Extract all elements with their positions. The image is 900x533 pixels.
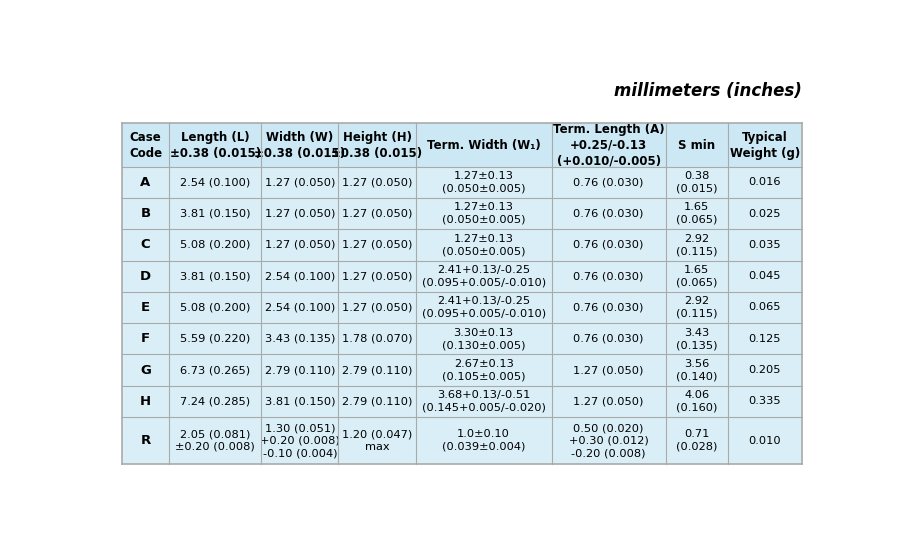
- Bar: [552, 124, 666, 166]
- Bar: [122, 197, 802, 199]
- Bar: [416, 386, 552, 417]
- Bar: [122, 198, 169, 229]
- Bar: [261, 229, 338, 261]
- Bar: [122, 322, 802, 324]
- Text: 1.27 (0.050): 1.27 (0.050): [265, 208, 335, 219]
- Bar: [169, 124, 261, 166]
- Bar: [261, 124, 338, 166]
- Text: 2.79 (0.110): 2.79 (0.110): [342, 397, 412, 407]
- Text: 1.27 (0.050): 1.27 (0.050): [573, 397, 643, 407]
- Bar: [416, 323, 552, 354]
- Bar: [728, 417, 802, 464]
- Bar: [261, 292, 338, 323]
- Bar: [728, 354, 802, 386]
- Text: 1.30 (0.051)
+0.20 (0.008)
-0.10 (0.004): 1.30 (0.051) +0.20 (0.008) -0.10 (0.004): [260, 423, 339, 458]
- Text: 0.76 (0.030): 0.76 (0.030): [573, 177, 643, 187]
- Bar: [666, 417, 728, 464]
- Bar: [666, 261, 728, 292]
- Bar: [260, 124, 262, 464]
- Text: R: R: [140, 434, 150, 447]
- Text: 2.54 (0.100): 2.54 (0.100): [265, 303, 335, 312]
- Text: 2.05 (0.081)
±0.20 (0.008): 2.05 (0.081) ±0.20 (0.008): [176, 430, 256, 452]
- Text: 2.67±0.13
(0.105±0.005): 2.67±0.13 (0.105±0.005): [442, 359, 526, 381]
- Text: 7.24 (0.285): 7.24 (0.285): [180, 397, 250, 407]
- Bar: [552, 292, 666, 323]
- Text: 0.71
(0.028): 0.71 (0.028): [676, 430, 717, 452]
- Bar: [552, 323, 666, 354]
- Text: 3.81 (0.150): 3.81 (0.150): [265, 397, 335, 407]
- Bar: [416, 292, 552, 323]
- Text: 0.025: 0.025: [749, 208, 781, 219]
- Text: 6.73 (0.265): 6.73 (0.265): [180, 365, 250, 375]
- Text: A: A: [140, 176, 150, 189]
- Text: 1.27 (0.050): 1.27 (0.050): [265, 177, 335, 187]
- Text: Typical
Weight (g): Typical Weight (g): [730, 131, 800, 159]
- Bar: [666, 292, 728, 323]
- Bar: [416, 354, 552, 386]
- Bar: [122, 124, 169, 166]
- Bar: [122, 323, 169, 354]
- Bar: [728, 229, 802, 261]
- Bar: [168, 124, 170, 464]
- Text: B: B: [140, 207, 150, 220]
- Bar: [122, 354, 169, 386]
- Text: 4.06
(0.160): 4.06 (0.160): [676, 390, 717, 413]
- Bar: [338, 417, 416, 464]
- Text: 5.08 (0.200): 5.08 (0.200): [180, 240, 250, 250]
- Text: 2.92
(0.115): 2.92 (0.115): [676, 296, 717, 319]
- Bar: [261, 323, 338, 354]
- Text: 0.50 (0.020)
+0.30 (0.012)
-0.20 (0.008): 0.50 (0.020) +0.30 (0.012) -0.20 (0.008): [569, 423, 649, 458]
- Bar: [338, 124, 339, 464]
- Bar: [728, 386, 802, 417]
- Bar: [169, 354, 261, 386]
- Bar: [122, 416, 802, 418]
- Text: 3.30±0.13
(0.130±0.005): 3.30±0.13 (0.130±0.005): [442, 328, 526, 350]
- Bar: [122, 229, 169, 261]
- Bar: [416, 229, 552, 261]
- Bar: [552, 386, 666, 417]
- Text: Term. Width (W₁): Term. Width (W₁): [427, 139, 541, 151]
- Text: 1.65
(0.065): 1.65 (0.065): [676, 203, 717, 225]
- Text: 0.76 (0.030): 0.76 (0.030): [573, 334, 643, 344]
- Text: Length (L)
±0.38 (0.015): Length (L) ±0.38 (0.015): [170, 131, 261, 159]
- Bar: [169, 292, 261, 323]
- Text: Height (H)
±0.38 (0.015): Height (H) ±0.38 (0.015): [331, 131, 423, 159]
- Text: 2.54 (0.100): 2.54 (0.100): [265, 271, 335, 281]
- Bar: [122, 354, 802, 356]
- Bar: [728, 166, 802, 198]
- Text: 0.205: 0.205: [749, 365, 781, 375]
- Text: 3.81 (0.150): 3.81 (0.150): [180, 271, 250, 281]
- Bar: [552, 198, 666, 229]
- Text: H: H: [140, 395, 151, 408]
- Text: 0.035: 0.035: [749, 240, 781, 250]
- Bar: [666, 166, 728, 198]
- Text: 1.27 (0.050): 1.27 (0.050): [342, 208, 412, 219]
- Text: 0.045: 0.045: [749, 271, 781, 281]
- Bar: [552, 166, 666, 198]
- Bar: [416, 417, 552, 464]
- Bar: [552, 229, 666, 261]
- Text: 1.27±0.13
(0.050±0.005): 1.27±0.13 (0.050±0.005): [442, 233, 526, 256]
- Bar: [338, 261, 416, 292]
- Text: 1.27 (0.050): 1.27 (0.050): [573, 365, 643, 375]
- Bar: [261, 198, 338, 229]
- Bar: [552, 354, 666, 386]
- Text: F: F: [141, 332, 150, 345]
- Text: 0.38
(0.015): 0.38 (0.015): [676, 171, 717, 193]
- Text: millimeters (inches): millimeters (inches): [614, 82, 802, 100]
- Text: 0.76 (0.030): 0.76 (0.030): [573, 208, 643, 219]
- Bar: [122, 417, 169, 464]
- Text: 2.79 (0.110): 2.79 (0.110): [265, 365, 335, 375]
- Text: 0.76 (0.030): 0.76 (0.030): [573, 240, 643, 250]
- Bar: [552, 261, 666, 292]
- Text: 1.27 (0.050): 1.27 (0.050): [342, 271, 412, 281]
- Bar: [169, 198, 261, 229]
- Text: S min: S min: [679, 139, 716, 151]
- Bar: [122, 292, 169, 323]
- Bar: [169, 386, 261, 417]
- Bar: [338, 323, 416, 354]
- Bar: [122, 260, 802, 261]
- Bar: [551, 124, 553, 464]
- Text: 2.41+0.13/-0.25
(0.095+0.005/-0.010): 2.41+0.13/-0.25 (0.095+0.005/-0.010): [421, 296, 545, 319]
- Bar: [122, 385, 802, 386]
